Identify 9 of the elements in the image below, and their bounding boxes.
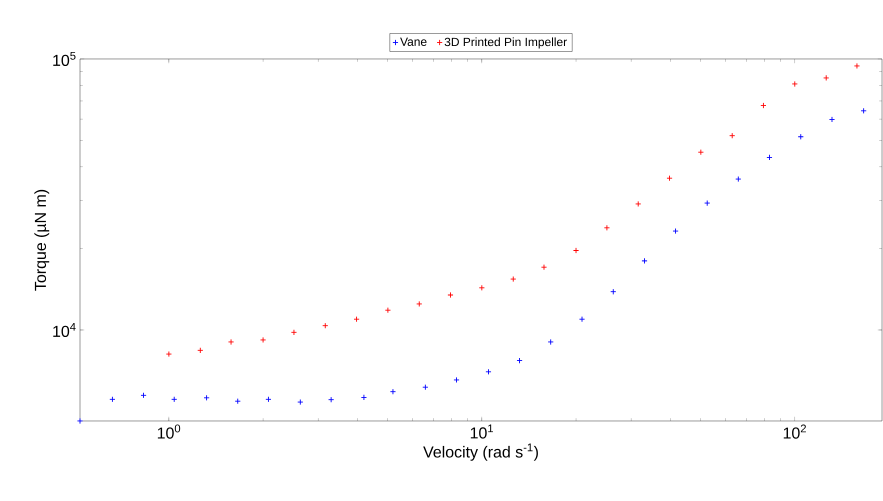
y-tick-label: 10$^{4}$ bbox=[53, 322, 76, 338]
legend-label: 3D Printed Pin Impeller bbox=[444, 37, 567, 49]
x-tick-label: 10$^{2}$ bbox=[784, 424, 806, 439]
x-tick-label: 10$^{0}$ bbox=[158, 424, 180, 439]
x-axis-title: Velocity (rad s$^{-1}$) bbox=[423, 444, 538, 461]
legend-label: Vane bbox=[400, 38, 427, 46]
y-axis-title: Torque (µN m) bbox=[34, 190, 50, 291]
x-tick-label: 10$^{1}$ bbox=[470, 424, 493, 439]
y-tick-label: 10$^{5}$ bbox=[53, 52, 76, 66]
